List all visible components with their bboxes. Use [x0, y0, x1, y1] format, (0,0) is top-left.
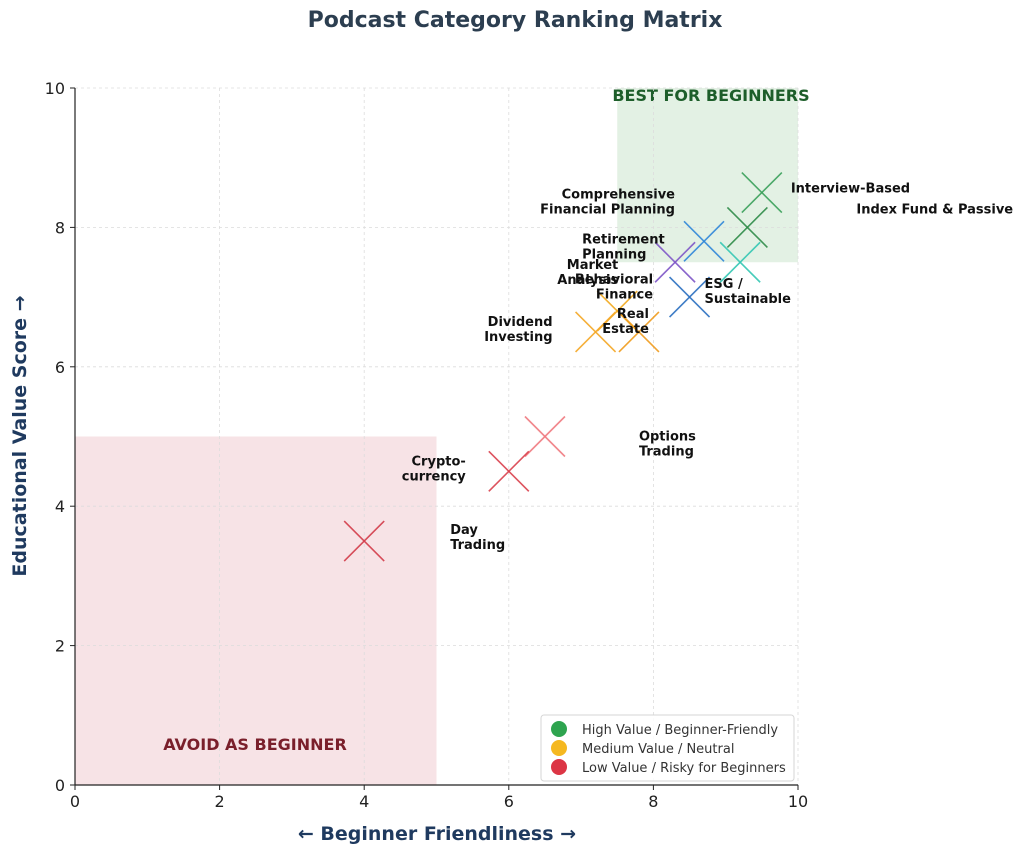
data-point	[726, 206, 768, 248]
data-point	[343, 520, 385, 562]
point-label: Options Trading	[639, 430, 696, 460]
marker-stroke	[524, 415, 566, 458]
points-layer	[343, 171, 783, 562]
y-tick-label: 10	[45, 79, 65, 98]
y-tick-label: 2	[55, 637, 65, 656]
point-label: Behavioral Finance	[575, 272, 653, 302]
data-point	[574, 311, 617, 353]
marker-stroke	[574, 311, 617, 353]
data-point	[488, 450, 530, 492]
point-label: Crypto-currency	[402, 454, 467, 484]
zone-label-0: BEST FOR BEGINNERS	[612, 86, 809, 105]
x-tick-label: 8	[648, 792, 658, 811]
point-label: Retirement Planning	[582, 232, 665, 262]
x-tick-label: 4	[359, 792, 369, 811]
y-tick-label: 6	[55, 358, 65, 377]
legend-swatch	[551, 721, 567, 737]
data-point	[683, 220, 725, 262]
x-tick-label: 2	[215, 792, 225, 811]
legend-entry-label: High Value / Beginner-Friendly	[582, 723, 778, 738]
marker-stroke	[668, 276, 711, 318]
axes-layer: 0 2 4 6 8 10 0 2 4 6 8 10	[45, 79, 809, 811]
legend-entry-label: Medium Value / Neutral	[582, 742, 734, 757]
marker-stroke	[726, 206, 768, 248]
point-label: Interview-Based	[791, 182, 910, 197]
y-tick-label: 0	[55, 776, 65, 795]
chart-title: Podcast Category Ranking Matrix	[308, 8, 723, 33]
zone-layer: BEST FOR BEGINNERS AVOID AS BEGINNER	[75, 86, 810, 785]
x-tick-label: 10	[788, 792, 808, 811]
legend-swatch	[551, 759, 567, 775]
data-point	[654, 241, 696, 283]
point-label: Real Estate	[602, 307, 649, 337]
legend-frame	[540, 714, 795, 782]
zone-1	[75, 436, 437, 785]
grid-layer	[74, 87, 799, 786]
point-label: Day Trading	[450, 523, 505, 553]
legend-swatch	[551, 740, 567, 756]
point-label: Index Fund & Passive	[856, 202, 1013, 217]
zone-label-1: AVOID AS BEGINNER	[163, 735, 347, 754]
point-label: Dividend Investing	[484, 315, 552, 345]
marker-stroke	[683, 220, 725, 262]
zone-0	[617, 88, 798, 263]
y-tick-label: 4	[55, 497, 65, 516]
x-tick-label: 6	[504, 792, 514, 811]
marker-stroke	[618, 311, 660, 353]
point-labels-layer: Interview-Based Index Fund & Passive Compr…	[402, 182, 1014, 553]
point-label: ESG / Sustainable	[705, 277, 792, 307]
point-label: Market Analysis	[557, 258, 618, 288]
x-axis-label: ← Beginner Friendliness →	[298, 823, 576, 845]
data-point	[719, 241, 761, 283]
point-label: Comprehensive Financial Planning	[540, 187, 675, 217]
marker-stroke	[654, 241, 696, 283]
data-point	[524, 415, 566, 458]
legend: High Value / Beginner-Friendly Medium Val…	[540, 714, 795, 782]
data-point	[618, 311, 660, 353]
legend-entry-label: Low Value / Risky for Beginners	[582, 761, 786, 776]
marker-stroke	[741, 171, 783, 214]
marker-stroke	[343, 520, 385, 562]
y-tick-label: 8	[55, 218, 65, 237]
marker-stroke	[719, 241, 761, 283]
y-axis-label: Educational Value Score →	[9, 295, 31, 576]
data-point	[668, 276, 711, 318]
data-point	[741, 171, 783, 214]
x-tick-label: 0	[70, 792, 80, 811]
marker-stroke	[488, 450, 530, 492]
